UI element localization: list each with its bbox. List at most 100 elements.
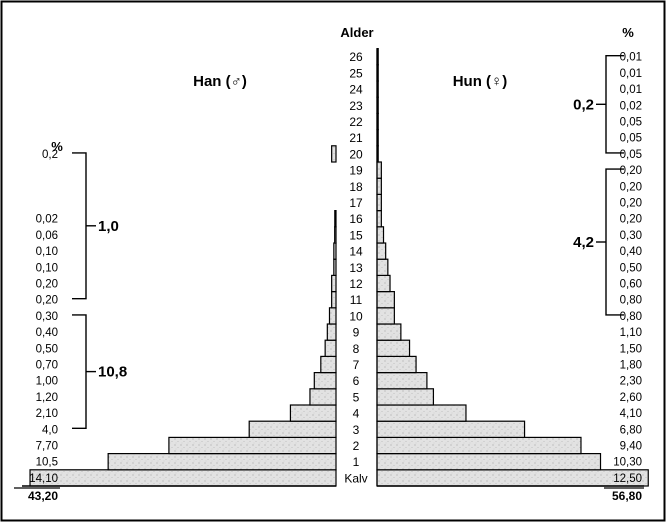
female-bar: [376, 291, 395, 309]
male-bar: [324, 339, 337, 358]
male-value-label: 0,30: [36, 311, 58, 323]
male-value-labels: 14,10 10,5 7,70 4,0 2,10 1,20 1,00 0,70 0,50 0,40…: [29, 149, 58, 485]
age-label: 2: [353, 439, 360, 453]
percent-header-male: %: [51, 139, 63, 154]
female-bar: [376, 193, 382, 212]
age-label: 8: [353, 342, 360, 356]
male-value-label: 0,40: [36, 327, 58, 339]
age-label: 22: [349, 115, 363, 129]
female-value-label: 0,01: [620, 68, 642, 80]
male-value-label: 14,10: [29, 473, 58, 485]
male-bar: [313, 372, 337, 390]
female-value-label: 2,30: [620, 376, 642, 388]
male-bar: [248, 420, 337, 439]
left-group-total: 1,0: [98, 218, 119, 235]
totals: 43,20 56,80: [14, 48, 644, 503]
female-value-label: 1,10: [620, 327, 642, 339]
age-label: 3: [353, 423, 360, 437]
left-group-total: 10,8: [98, 364, 127, 381]
female-value-label: 0,20: [620, 165, 642, 177]
female-series: [376, 47, 649, 487]
age-label: 23: [349, 99, 363, 113]
right-group-total: 0,2: [573, 96, 594, 113]
male-bar: [320, 355, 337, 374]
age-label: 25: [349, 66, 363, 80]
female-value-label: 0,60: [620, 279, 642, 291]
male-bar: [328, 307, 337, 325]
male-bar: [29, 469, 337, 487]
age-label: 18: [349, 180, 363, 194]
female-value-label: 1,50: [620, 343, 642, 355]
male-series: [29, 145, 337, 487]
male-bar: [309, 388, 337, 406]
female-value-label: 0,50: [620, 262, 642, 274]
age-label: 24: [349, 83, 363, 97]
age-label: 10: [349, 309, 363, 323]
age-label: 26: [349, 50, 363, 64]
female-bar: [376, 355, 417, 374]
age-label: 21: [349, 131, 363, 145]
female-value-label: 6,80: [620, 424, 642, 436]
female-value-label: 12,50: [613, 473, 642, 485]
age-axis-label: Alder: [340, 25, 373, 40]
female-bar: [376, 307, 395, 325]
group-brackets: 1,0 10,8 0,2 4,2: [72, 55, 624, 429]
female-value-label: 0,01: [620, 52, 642, 64]
female-bar: [376, 274, 391, 293]
male-bar: [331, 145, 337, 163]
male-value-label: 0,20: [36, 279, 58, 291]
age-label: Kalv: [344, 471, 367, 485]
female-value-label: 10,30: [613, 457, 642, 469]
age-label: 6: [353, 374, 360, 388]
female-bar: [376, 242, 387, 260]
female-bar: [376, 161, 382, 179]
age-label: 13: [349, 261, 363, 275]
male-value-label: 0,10: [36, 246, 58, 258]
female-bar: [376, 177, 382, 195]
female-bar: [376, 258, 389, 277]
male-value-label: 0,2: [42, 149, 58, 161]
legend-male: Han (♂): [193, 73, 247, 90]
female-bar: [376, 226, 385, 244]
age-label: 5: [353, 390, 360, 404]
male-value-label: 1,20: [36, 392, 58, 404]
female-bar: [376, 436, 582, 455]
age-label: 4: [353, 407, 360, 421]
female-value-label: 0,80: [620, 295, 642, 307]
female-bar: [376, 420, 526, 439]
female-value-label: 0,20: [620, 198, 642, 210]
female-value-label: 0,05: [620, 117, 642, 129]
female-value-label: 0,20: [620, 181, 642, 193]
age-label: 7: [353, 358, 360, 372]
female-bar: [376, 339, 411, 358]
female-total: 56,80: [612, 489, 642, 503]
female-value-label: 9,40: [620, 441, 642, 453]
left-group-bracket: [72, 314, 87, 429]
female-value-label: 0,01: [620, 84, 642, 96]
percent-header-female: %: [622, 25, 634, 40]
female-value-label: 0,30: [620, 230, 642, 242]
female-value-labels: 12,50 10,30 9,40 6,80 4,10 2,60 2,30 1,80 1,50 1,…: [613, 52, 642, 485]
male-value-label: 0,06: [36, 230, 58, 242]
age-tick-labels: Kalv123456789101112131415161718192021222…: [344, 50, 367, 485]
male-bar: [289, 404, 337, 422]
female-value-label: 4,10: [620, 408, 642, 420]
age-label: 16: [349, 212, 363, 226]
female-value-label: 1,80: [620, 360, 642, 372]
male-bar: [333, 242, 337, 260]
female-value-label: 0,05: [620, 149, 642, 161]
age-label: 1: [353, 455, 360, 469]
female-value-label: 2,60: [620, 392, 642, 404]
female-value-label: 0,20: [620, 214, 642, 226]
female-bar: [376, 469, 649, 487]
male-bar: [334, 210, 337, 228]
male-total: 43,20: [28, 489, 58, 503]
right-group-total: 4,2: [573, 234, 594, 251]
female-value-label: 0,80: [620, 311, 642, 323]
age-label: 17: [349, 196, 363, 210]
female-bar: [376, 388, 435, 406]
age-label: 14: [349, 245, 363, 259]
male-value-label: 10,5: [36, 457, 58, 469]
